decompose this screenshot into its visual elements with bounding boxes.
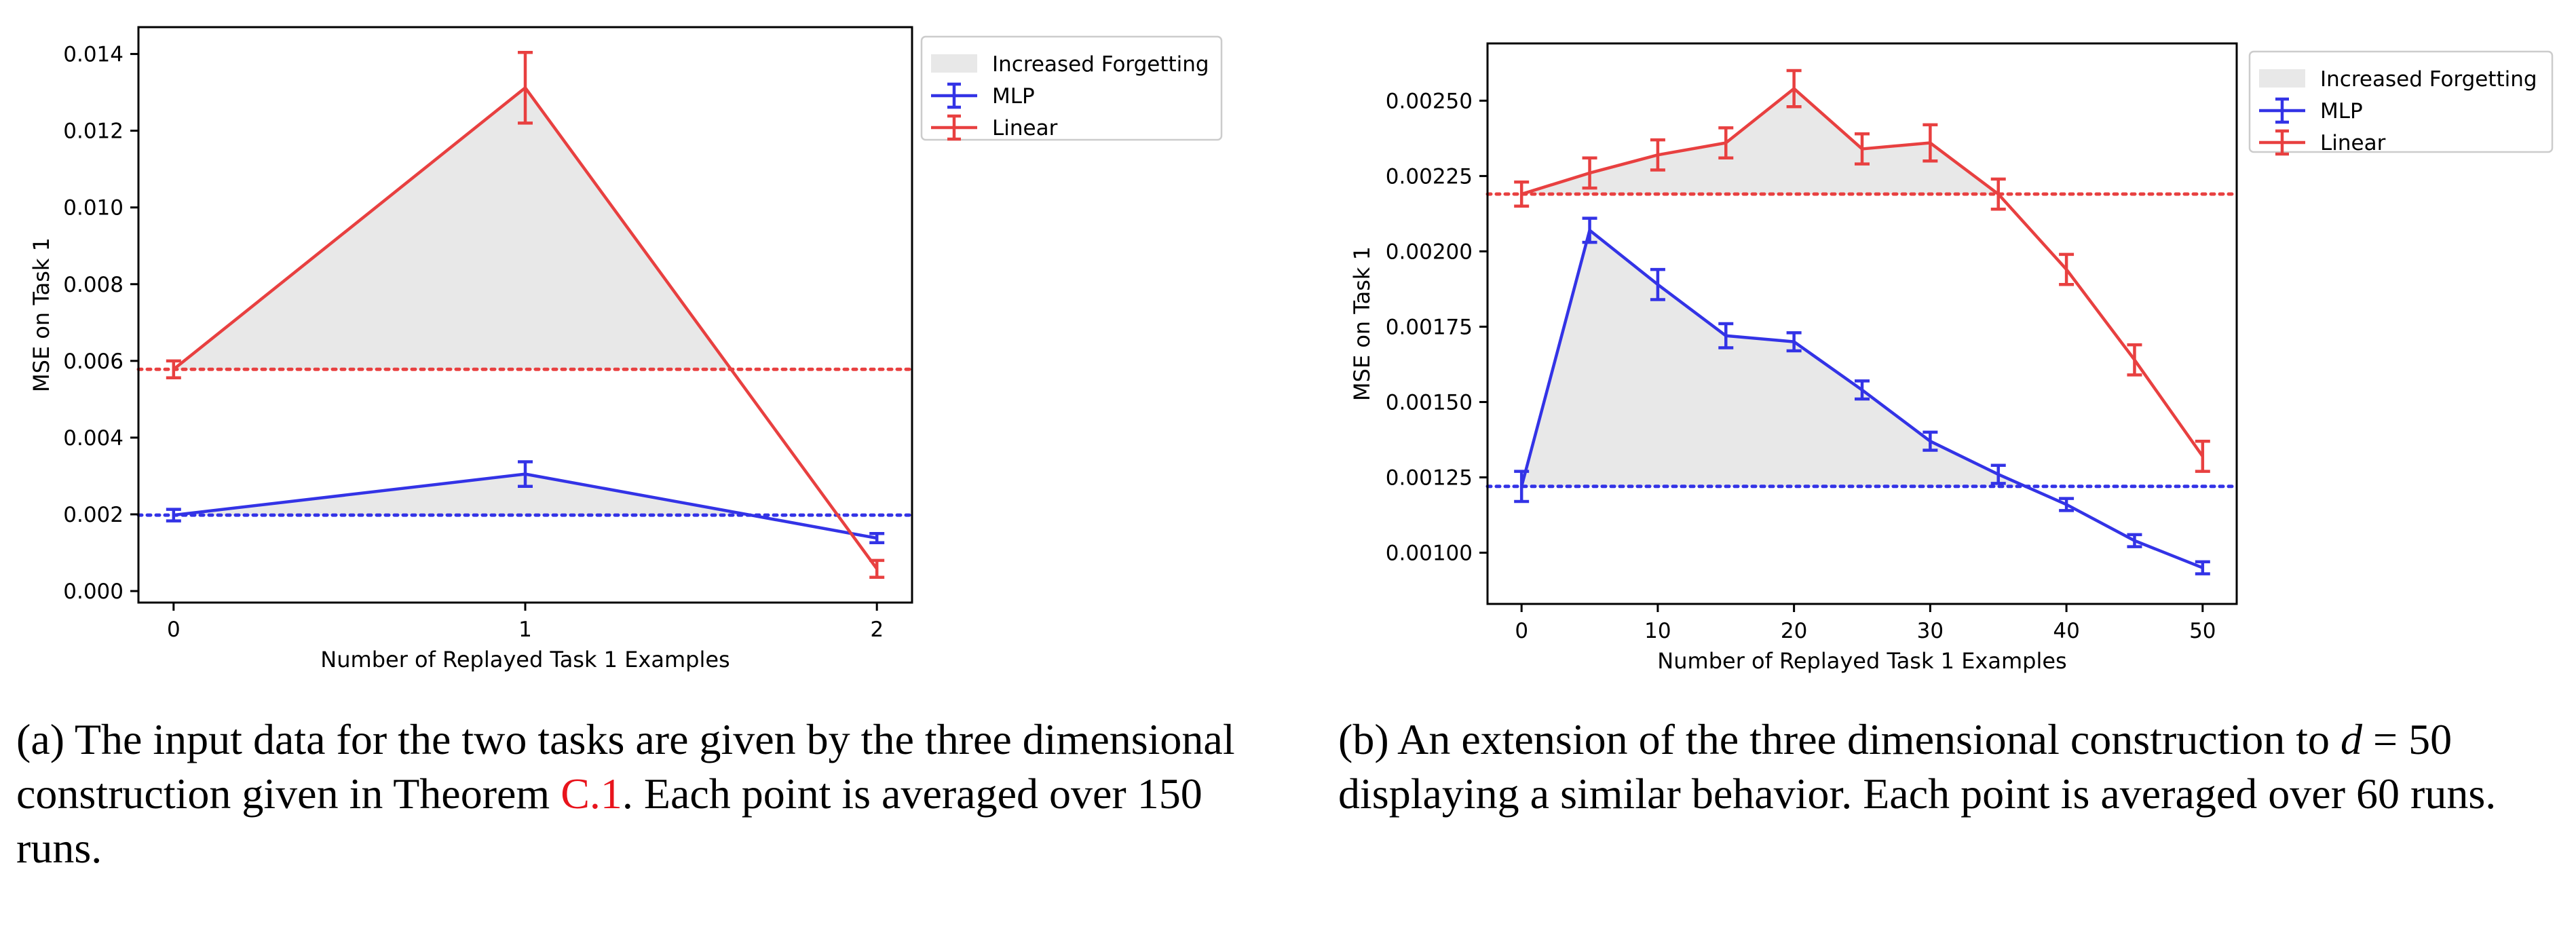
b-legend-swatch-linear (2259, 129, 2305, 156)
b-error-bar-linear (1582, 156, 1597, 190)
caption-b-text-end: displaying a similar behavior. Each poin… (1338, 770, 2497, 818)
a-legend-swatch-linear (931, 114, 977, 141)
b-x-tick-label: 10 (1644, 619, 1671, 643)
b-y-tick-label: 0.00250 (1386, 89, 1473, 113)
b-y-tick-label: 0.00200 (1386, 240, 1473, 264)
a-y-tick-label: 0.006 (63, 349, 124, 374)
b-legend-swatch-fill (2259, 69, 2305, 88)
b-y-tick-label: 0.00150 (1386, 390, 1473, 415)
figure-panel-b: 0 10 20 30 40 50 0.00100 0.00125 0.00150 0.00175 0… (1330, 0, 2576, 931)
a-y-tick-label: 0.004 (63, 426, 124, 451)
b-error-bar-linear (1514, 180, 1530, 208)
b-error-bar-linear (2127, 343, 2142, 377)
a-error-bar-mlp (869, 531, 885, 545)
b-y-tick-label: 0.00100 (1386, 542, 1473, 566)
a-legend-label: Increased Forgetting (992, 52, 1209, 77)
a-y-tick-label: 0.002 (63, 503, 124, 527)
b-axes-frame (1486, 42, 2238, 605)
caption-a-text: (a) The input data for the two tasks are… (16, 715, 1235, 818)
b-error-bar-mlp (1582, 216, 1597, 244)
caption-b: (b) An extension of the three dimensiona… (1338, 712, 2576, 821)
b-error-bar-linear (1990, 177, 2006, 211)
b-y-axis-label: MSE on Task 1 (1349, 246, 1375, 401)
a-y-tick-label: 0.008 (63, 273, 124, 297)
b-error-bar-linear (1922, 123, 1938, 163)
b-y-tick-label: 0.00175 (1386, 315, 1473, 339)
theorem-reference-link[interactable]: C.1 (561, 770, 622, 818)
caption-a-text-end: . Each point is averaged over 150 runs. (16, 770, 1202, 872)
b-error-bar-linear (2059, 252, 2075, 286)
a-legend-label: Linear (992, 116, 1058, 140)
b-error-bar-mlp (1922, 430, 1938, 452)
b-x-axis-label: Number of Replayed Task 1 Examples (1657, 648, 2066, 674)
b-error-bar-mlp (1990, 463, 2006, 485)
b-error-bar-linear (1786, 69, 1802, 109)
b-x-tick-label: 50 (2189, 619, 2216, 643)
b-y-tick-label: 0.00125 (1386, 466, 1473, 490)
a-forgetting-fill-linear (173, 88, 877, 370)
b-forgetting-fill-linear (1521, 88, 2203, 195)
caption-b-math-variable: d (2341, 715, 2362, 763)
a-x-tick-label: 1 (518, 618, 532, 642)
a-legend-swatch-fill (931, 54, 977, 73)
b-y-tick-label: 0.00225 (1386, 164, 1473, 189)
a-x-tick-label: 2 (870, 618, 884, 642)
b-x-tick-label: 0 (1515, 619, 1528, 643)
b-legend-swatch-mlp (2259, 97, 2305, 124)
a-legend-box (920, 35, 1223, 141)
b-error-bar-mlp (1650, 267, 1665, 301)
b-error-bar-mlp (1786, 331, 1802, 353)
b-forgetting-fill-mlp (1521, 230, 2203, 487)
b-error-bar-mlp (1514, 470, 1530, 504)
chart-a: 0 1 2 0.000 0.002 0.004 0.006 0.008 0.010 0.012 0.… (29, 26, 1223, 672)
a-y-tick-label: 0.014 (63, 43, 124, 67)
a-y-tick-label: 0.010 (63, 196, 124, 221)
caption-a: (a) The input data for the two tasks are… (16, 712, 1278, 875)
b-error-bar-mlp (1855, 379, 1870, 401)
figure-panel-a: 0 1 2 0.000 0.002 0.004 0.006 0.008 0.010 0.012 0.… (29, 26, 1223, 672)
a-x-axis-label: Number of Replayed Task 1 Examples (320, 647, 730, 672)
b-error-bar-mlp (2127, 533, 2142, 548)
a-error-bar-mlp (166, 508, 181, 522)
b-legend-label: Increased Forgetting (2320, 67, 2537, 92)
b-x-tick-label: 20 (1781, 619, 1807, 643)
a-error-bar-mlp (518, 460, 533, 488)
chart-b: 0 10 20 30 40 50 0.00100 0.00125 0.00150 0.00175 0… (1349, 42, 2554, 674)
a-y-axis-label: MSE on Task 1 (29, 238, 54, 392)
a-y-tick-label: 0.012 (63, 119, 124, 144)
a-x-tick-label: 0 (167, 618, 181, 642)
a-legend-swatch-mlp (931, 82, 977, 109)
a-error-bar-linear (869, 558, 885, 579)
a-legend-label: MLP (992, 84, 1035, 109)
caption-b-text: (b) An extension of the three dimensiona… (1338, 715, 2341, 763)
b-legend-label: Linear (2320, 131, 2386, 155)
a-forgetting-fill-mlp (173, 474, 877, 516)
b-error-bar-mlp (2195, 560, 2210, 575)
b-error-bar-linear (1650, 138, 1665, 172)
b-x-tick-label: 30 (1917, 619, 1944, 643)
b-error-bar-mlp (1718, 322, 1734, 349)
b-error-bar-linear (1718, 126, 1734, 160)
caption-b-math-value: = 50 (2362, 715, 2452, 763)
a-y-tick-label: 0.000 (63, 580, 124, 604)
b-legend-label: MLP (2320, 99, 2363, 124)
a-error-bar-linear (518, 51, 533, 125)
b-legend-box (2248, 50, 2554, 153)
a-error-bar-linear (166, 359, 181, 379)
b-x-tick-label: 40 (2053, 619, 2079, 643)
b-error-bar-linear (2195, 439, 2210, 473)
b-error-bar-mlp (2059, 497, 2075, 512)
b-error-bar-linear (1855, 132, 1870, 166)
